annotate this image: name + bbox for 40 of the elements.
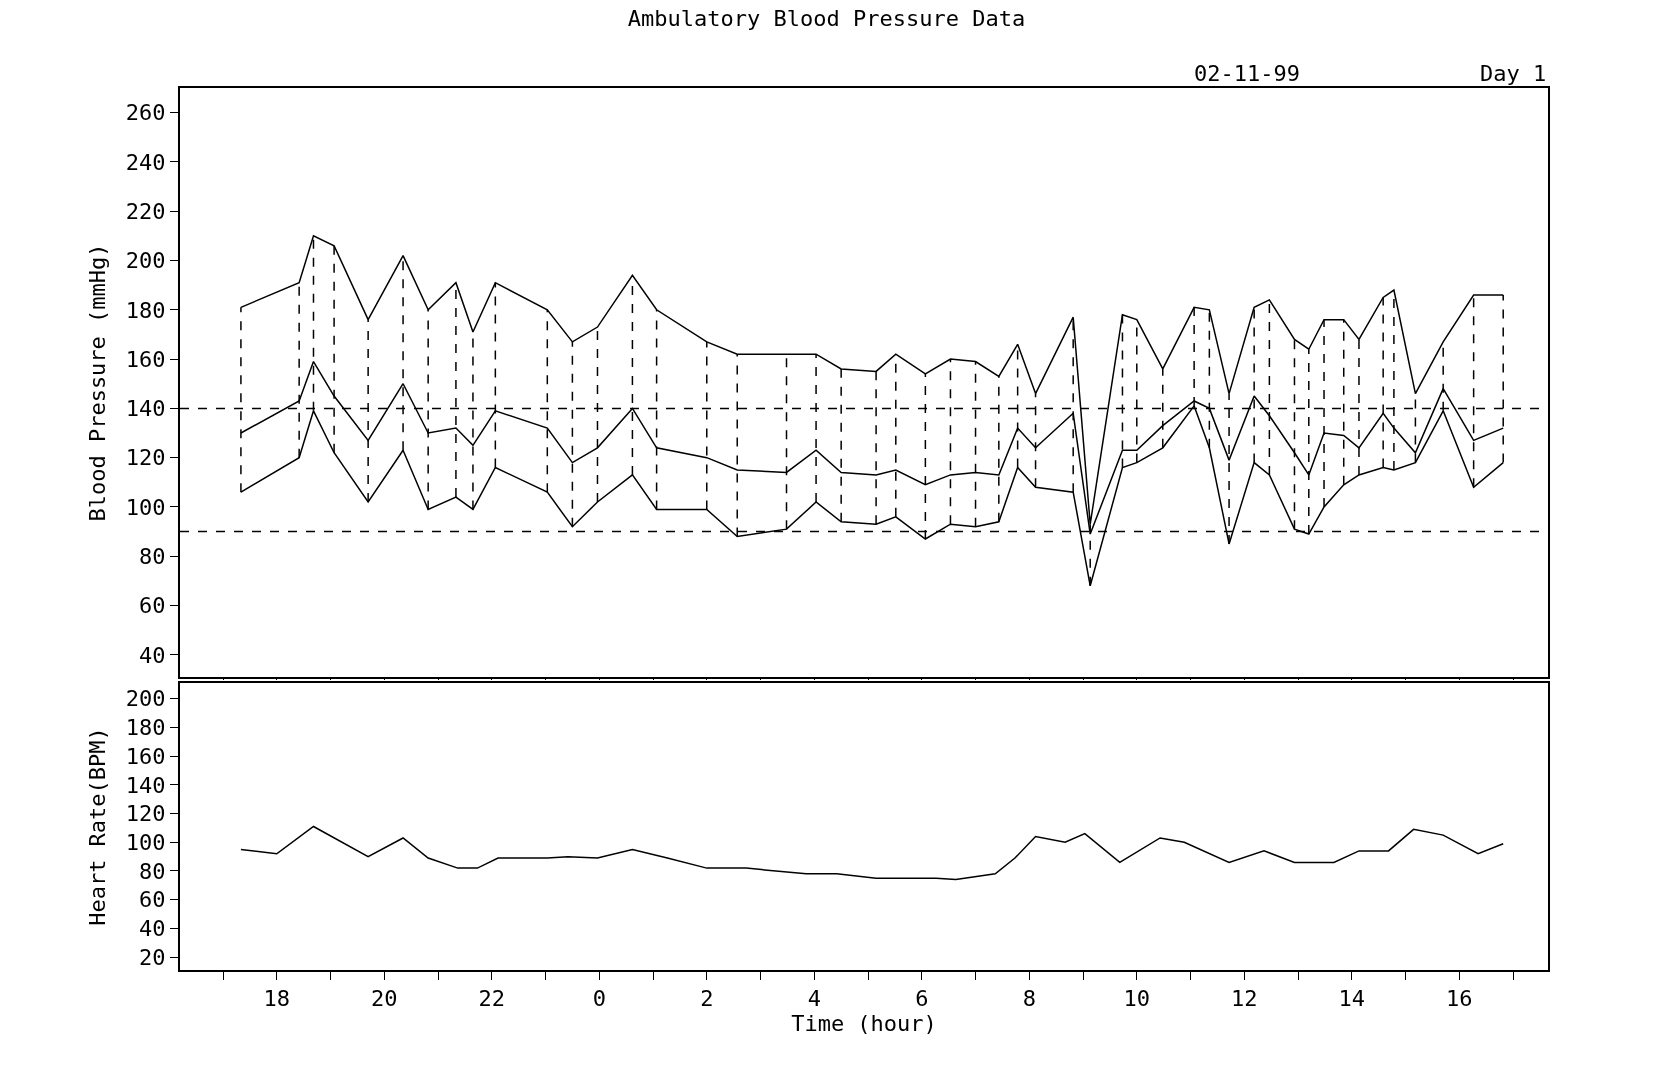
text: Day 1 xyxy=(1480,61,1547,86)
y-tick-label: 140 xyxy=(125,772,166,798)
y-tick-label: 80 xyxy=(139,543,166,569)
x-tick-label: 0 xyxy=(592,986,606,1012)
chart-title: Ambulatory Blood Pressure Data xyxy=(627,5,1026,31)
y-tick-label: 200 xyxy=(125,248,166,274)
x-tick-label: 16 xyxy=(1446,986,1473,1012)
y-tick-label: 240 xyxy=(125,149,166,175)
y-tick-label: 160 xyxy=(125,743,166,769)
y-axis-title: Blood Pressure (mmHg) xyxy=(85,243,111,522)
x-tick-label: 12 xyxy=(1231,986,1258,1012)
y-axis-title: Heart Rate(BPM) xyxy=(85,727,111,926)
y-tick-label: 220 xyxy=(125,198,166,224)
y-tick-label: 40 xyxy=(139,642,166,668)
y-tick-label: 60 xyxy=(139,593,166,619)
y-tick-label: 180 xyxy=(125,297,166,323)
x-tick-label: 6 xyxy=(915,986,929,1012)
x-tick-label: 8 xyxy=(1022,986,1036,1012)
y-tick-label: 180 xyxy=(125,715,166,741)
y-tick-label: 120 xyxy=(125,801,166,827)
y-tick-label: 40 xyxy=(139,916,166,942)
x-tick-label: 4 xyxy=(807,986,821,1012)
x-tick-label: 10 xyxy=(1123,986,1151,1012)
x-axis-title: Time (hour) xyxy=(791,1011,937,1037)
y-tick-label: 80 xyxy=(139,858,166,884)
x-tick-label: 20 xyxy=(371,986,398,1012)
y-tick-label: 140 xyxy=(125,396,166,422)
x-tick-label: 18 xyxy=(263,986,290,1012)
y-tick-label: 260 xyxy=(125,100,166,126)
x-tick-label: 14 xyxy=(1338,986,1366,1012)
y-tick-label: 100 xyxy=(125,829,166,855)
y-tick-label: 20 xyxy=(139,944,166,970)
y-tick-label: 60 xyxy=(139,887,166,913)
y-tick-label: 200 xyxy=(125,686,166,712)
x-tick-label: 22 xyxy=(478,986,506,1012)
x-tick-label: 2 xyxy=(700,986,714,1012)
y-tick-label: 100 xyxy=(125,494,166,520)
text: 02-11-99 xyxy=(1194,61,1300,86)
y-tick-label: 120 xyxy=(125,445,166,471)
y-tick-label: 160 xyxy=(125,346,166,372)
